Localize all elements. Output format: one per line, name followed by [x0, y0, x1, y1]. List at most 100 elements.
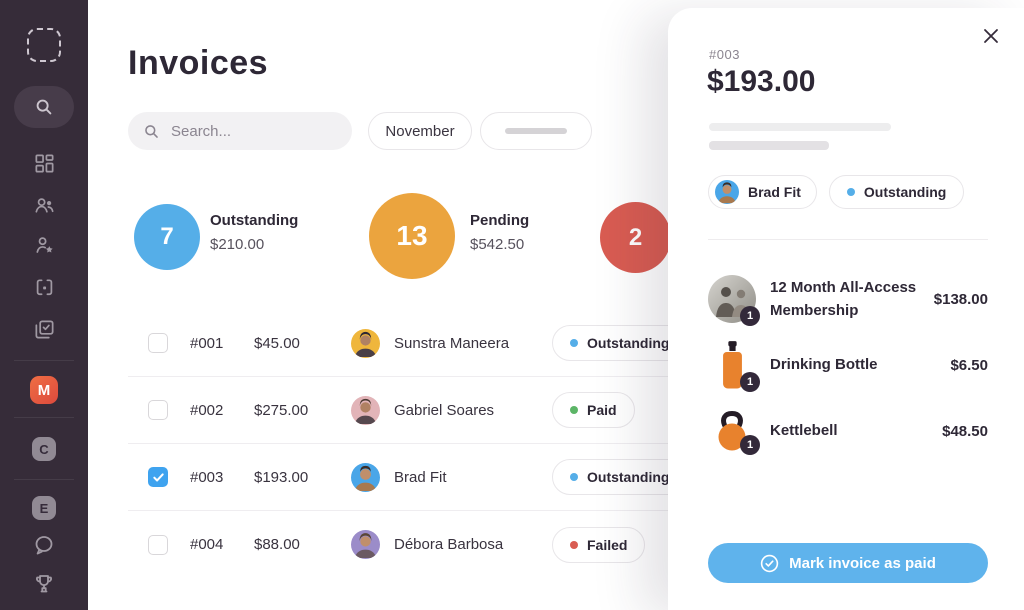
- sidebar-divider: [14, 479, 74, 480]
- sidebar-item-search[interactable]: [0, 86, 88, 128]
- list-item: 1 12 Month All-Access Membership $138.00: [708, 266, 988, 332]
- calendar-icon: [33, 276, 56, 299]
- workspace-badge-e: E: [32, 496, 56, 520]
- table-row[interactable]: #004 $88.00 Débora Barbosa Failed: [128, 511, 713, 578]
- status-dot: [570, 406, 578, 414]
- sidebar-item-members[interactable]: [0, 194, 88, 217]
- status-badge: Outstanding: [552, 325, 688, 361]
- workspace-badge-m: M: [30, 376, 58, 404]
- search-icon: [142, 122, 161, 141]
- customer-name: Brad Fit: [394, 468, 447, 486]
- avatar: [351, 395, 380, 425]
- sidebar-item-trainers[interactable]: [0, 234, 88, 257]
- stat-count: 7: [160, 223, 174, 250]
- filter-placeholder-button[interactable]: [480, 112, 592, 150]
- avatar: [351, 328, 380, 358]
- workspace-badge-c: C: [32, 437, 56, 461]
- customer-name: Débora Barbosa: [394, 536, 504, 553]
- kettlebell-icon: 1: [708, 410, 760, 455]
- membership-photo-icon: 1: [708, 275, 760, 326]
- status-badge: Paid: [552, 392, 635, 428]
- status-badge: Outstanding: [552, 459, 688, 495]
- row-checkbox[interactable]: [148, 333, 168, 353]
- check-circle-icon: [760, 554, 779, 573]
- page-title: Invoices: [128, 44, 269, 82]
- search-bar[interactable]: [128, 112, 352, 150]
- invoice-table: #001 $45.00 Sunstra Maneera Outstanding …: [128, 310, 713, 578]
- skeleton-bar: [505, 128, 567, 134]
- customer-name: Gabriel Soares: [394, 401, 495, 419]
- avatar: [715, 180, 739, 204]
- sidebar-item-schedule[interactable]: [0, 276, 88, 299]
- customer-chip-label: Brad Fit: [748, 184, 801, 200]
- sidebar-item-workspace-e[interactable]: E: [0, 496, 88, 520]
- item-price: $6.50: [950, 356, 988, 374]
- invoice-id: #001: [190, 334, 224, 352]
- invoice-amount: $45.00: [254, 334, 300, 352]
- table-row[interactable]: #001 $45.00 Sunstra Maneera Outstanding: [128, 310, 713, 377]
- panel-chips: Brad Fit Outstanding: [708, 175, 965, 209]
- quantity-badge: 1: [740, 435, 760, 455]
- invoice-id: #004: [190, 536, 224, 553]
- sidebar: M C E: [0, 0, 88, 610]
- status-label: Paid: [587, 402, 617, 418]
- customer-chip[interactable]: Brad Fit: [708, 175, 817, 209]
- stat-circle-outstanding[interactable]: 7: [134, 204, 200, 270]
- table-row[interactable]: #002 $275.00 Gabriel Soares Paid: [128, 377, 713, 444]
- sidebar-item-tasks[interactable]: [0, 318, 88, 341]
- status-dot: [570, 540, 578, 549]
- table-row-selected[interactable]: #003 $193.00 Brad Fit Outstanding: [128, 444, 713, 511]
- users-icon: [33, 194, 56, 217]
- stat-circle-failed[interactable]: 2: [600, 202, 671, 273]
- stat-circle-pending[interactable]: 13: [369, 193, 455, 279]
- dashed-square-logo-icon: [27, 28, 61, 62]
- app-logo[interactable]: [0, 28, 88, 62]
- status-label: Outstanding: [587, 335, 670, 351]
- close-icon[interactable]: [981, 26, 1001, 46]
- quantity-badge: 1: [740, 306, 760, 326]
- row-checkbox-checked[interactable]: [148, 467, 168, 487]
- sidebar-item-dashboard[interactable]: [0, 152, 88, 175]
- status-dot: [570, 339, 578, 347]
- search-icon: [33, 96, 55, 118]
- sidebar-divider: [14, 360, 74, 361]
- sidebar-item-achievements[interactable]: [0, 572, 88, 596]
- status-dot: [570, 473, 578, 481]
- sidebar-item-chat[interactable]: [0, 533, 88, 557]
- stat-count: 2: [628, 223, 643, 251]
- avatar: [351, 530, 380, 559]
- status-label: Failed: [587, 536, 628, 553]
- quantity-badge: 1: [740, 372, 760, 392]
- invoice-items-list: 1 12 Month All-Access Membership $138.00…: [708, 266, 988, 464]
- stat-amount: $542.50: [470, 236, 525, 253]
- tasks-check-icon: [33, 318, 56, 341]
- sidebar-item-workspace-c[interactable]: C: [0, 437, 88, 461]
- mark-invoice-paid-label: Mark invoice as paid: [789, 554, 936, 572]
- invoice-id: #003: [190, 468, 224, 486]
- trophy-icon: [32, 572, 56, 596]
- row-checkbox[interactable]: [148, 400, 168, 420]
- mark-invoice-paid-button[interactable]: Mark invoice as paid: [708, 543, 988, 583]
- panel-invoice-id: #003: [709, 47, 740, 62]
- search-input[interactable]: [171, 122, 331, 140]
- status-badge: Failed: [552, 526, 646, 563]
- item-price: $48.50: [942, 422, 988, 440]
- status-chip[interactable]: Outstanding: [828, 175, 965, 209]
- dashboard-grid-icon: [33, 152, 56, 175]
- panel-skeleton-line-2: [709, 141, 829, 150]
- item-name: Drinking Bottle: [770, 356, 878, 374]
- month-filter-button[interactable]: November: [368, 112, 472, 150]
- panel-invoice-total: $193.00: [707, 65, 816, 98]
- sidebar-item-workspace-m[interactable]: M: [0, 376, 88, 404]
- invoice-amount: $275.00: [254, 401, 309, 419]
- list-item: 1 Kettlebell $48.50: [708, 398, 988, 464]
- stat-text-pending: Pending $542.50: [470, 212, 529, 253]
- stat-amount: $210.00: [210, 236, 265, 253]
- stat-count: 13: [396, 220, 428, 251]
- chat-bubble-icon: [32, 533, 56, 557]
- list-item: 1 Drinking Bottle $6.50: [708, 332, 988, 398]
- invoice-amount: $193.00: [254, 468, 309, 486]
- row-checkbox[interactable]: [148, 534, 168, 555]
- invoice-detail-panel: #003 $193.00 Brad Fit Outstanding: [668, 8, 1024, 610]
